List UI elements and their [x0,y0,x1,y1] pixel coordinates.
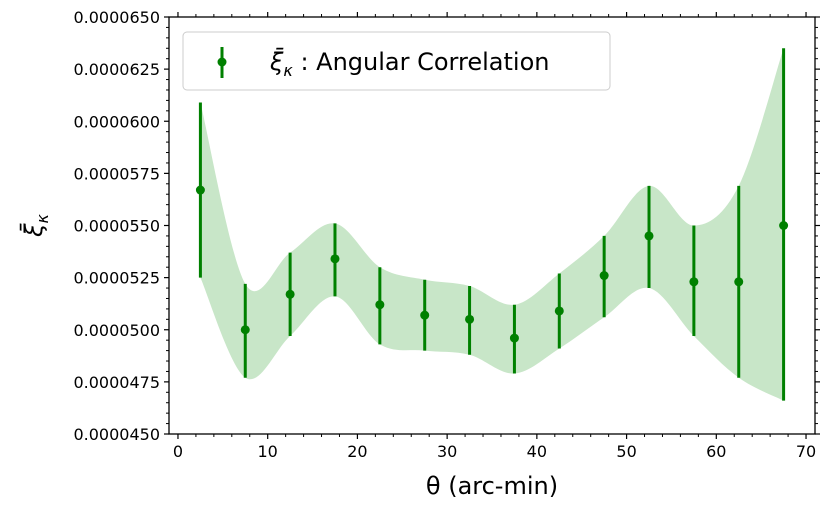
y-axis-label: ξ̄κ [19,214,52,238]
legend-point-marker [217,57,227,67]
y-axis-label-symbol: ξ̄ [19,223,48,238]
data-point [330,254,340,264]
x-axis-label: θ (arc-min) [426,472,558,500]
y-tick-label: 0.0000650 [73,8,160,27]
data-point [465,314,475,324]
legend-label: ξ̄κ : Angular Correlation [269,47,549,80]
x-tick-label: 60 [706,442,726,461]
data-point [375,300,385,310]
y-tick-label: 0.0000450 [73,425,160,444]
legend-label-symbol: ξ̄ [269,47,284,76]
legend: ξ̄κ : Angular Correlation [182,31,611,91]
data-point [554,306,564,316]
y-tick-label: 0.0000550 [73,217,160,236]
y-tick-label: 0.0000600 [73,112,160,131]
data-point [420,310,430,320]
data-point [644,231,654,241]
data-point [734,277,744,287]
x-tick-label: 40 [527,442,547,461]
y-tick-label: 0.0000475 [73,373,160,392]
data-point [240,325,250,335]
legend-label-rest: : Angular Correlation [293,48,550,76]
legend-box [182,31,611,91]
x-tick-label: 0 [173,442,183,461]
data-point [195,185,205,195]
data-point [509,333,519,343]
x-tick-label: 10 [258,442,278,461]
data-point [285,289,295,299]
data-point [599,271,609,281]
y-tick-label: 0.0000500 [73,321,160,340]
x-tick-label: 20 [347,442,367,461]
y-axis-label-subscript: κ [33,214,52,224]
x-tick-label: 30 [437,442,457,461]
x-tick-label: 50 [616,442,636,461]
y-tick-label: 0.0000575 [73,164,160,183]
data-point [779,221,789,230]
uncertainty-band [200,48,784,401]
y-tick-label: 0.0000625 [73,60,160,79]
y-tick-label: 0.0000525 [73,269,160,288]
data-point [689,277,699,287]
legend-label-subscript: κ [283,61,293,80]
x-tick-label: 70 [796,442,816,461]
